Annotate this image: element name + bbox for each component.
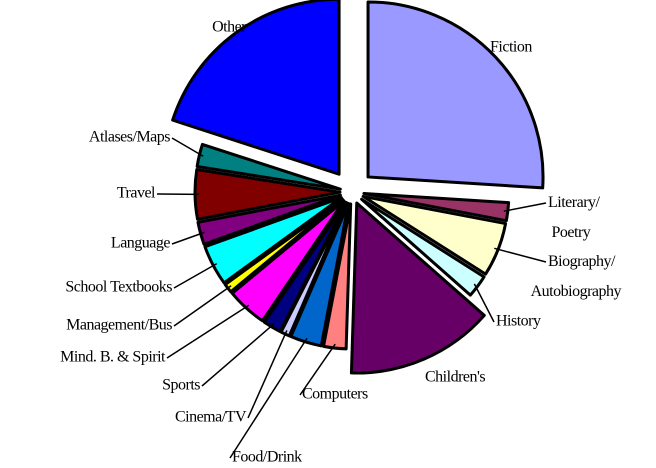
pie-slice (230, 199, 346, 323)
leader-line (247, 330, 288, 419)
slice-label: Biography/ Autobiography (528, 253, 621, 300)
slice-label: Language (111, 235, 170, 252)
slice-label: Other (212, 19, 247, 36)
pie-slice (362, 192, 511, 223)
leader-line (166, 304, 250, 359)
slice-label: Literary/ Poetry (548, 194, 601, 241)
slice-label: Travel (117, 185, 156, 202)
leader-line (503, 202, 547, 212)
leader-line (173, 262, 218, 289)
slice-label: School Textbooks (65, 279, 172, 296)
leader-line (171, 231, 205, 245)
slice-label: Atlases/Maps (89, 129, 170, 146)
slice-label: Sports (162, 377, 200, 394)
pie-slice (289, 201, 350, 348)
slice-label: Management/Bus (66, 317, 172, 334)
leader-line (201, 323, 275, 387)
leader-line (473, 283, 495, 323)
pie-slice (360, 197, 486, 297)
pie-slice (195, 142, 342, 191)
slice-label: Mind. B. & Spirit (60, 349, 166, 366)
slice-label: Computers (302, 386, 368, 403)
slice-label: Cinema/TV (175, 409, 247, 426)
slice-label: Food/Drink (232, 449, 302, 466)
leader-line (494, 247, 547, 263)
slice-label: Fiction (490, 39, 532, 56)
leader-line (229, 337, 308, 459)
slice-label: History (496, 313, 541, 330)
leader-line (171, 137, 204, 157)
leader-line (299, 343, 336, 396)
slice-label: Children's (425, 369, 485, 386)
pie-slice (262, 200, 348, 334)
pie-slice (366, 0, 545, 190)
pie-slice (171, 0, 341, 176)
pie-slice (322, 202, 353, 351)
leader-line (173, 285, 232, 327)
pie-slice (349, 201, 486, 375)
